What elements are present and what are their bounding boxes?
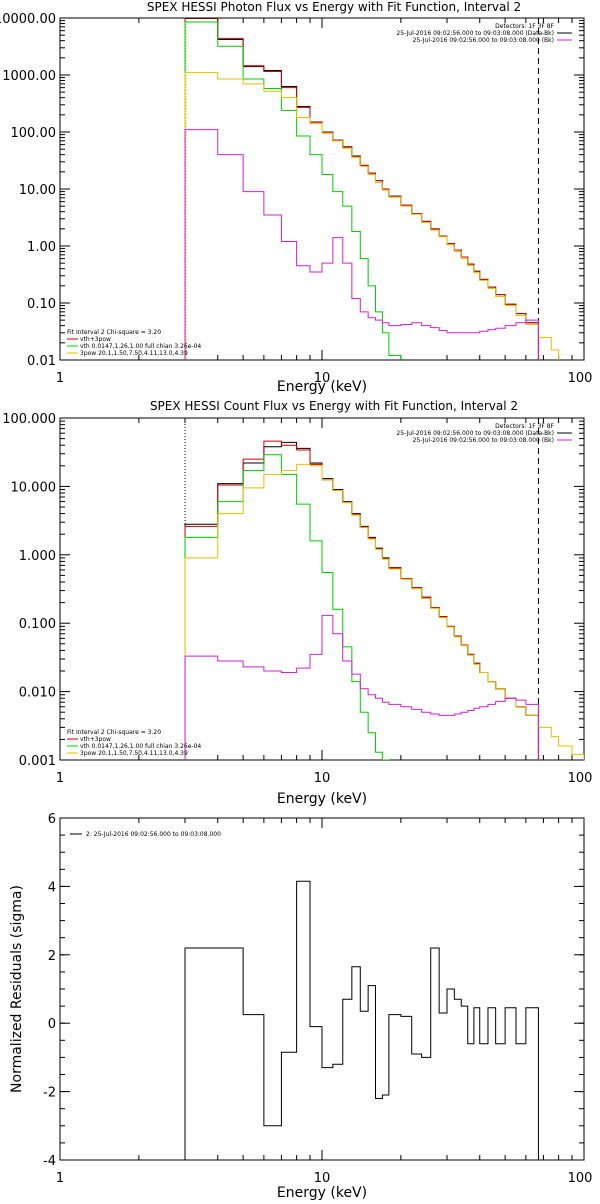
chart-2: 1 10 100 100.000 10.000 1.000 0.100 0.010 0.001 S… [2,399,592,807]
y-tick-label: 100.00 [11,126,57,141]
y-tick-label: 1.000 [19,549,56,564]
x-tick-label: 10 [314,1171,331,1186]
legend-entry: vth+3pow [80,736,111,743]
legend-entry: vth+3pow [80,336,111,343]
y-tick-label: 0 [48,1017,56,1032]
series-4-step-line [184,463,584,760]
y-tick-label: 0.001 [19,754,56,769]
series-group [184,18,560,360]
y-tick-label: 0.010 [19,686,56,701]
x-tick-label: 1 [56,1171,64,1186]
series-3-step-line [184,454,390,760]
x-tick-label: 10 [314,371,331,386]
y-tick-label: 100.000 [2,412,56,427]
y-tick-label: 10.000 [11,480,57,495]
chart-1: 1 10 100 10000.00 1000.00 100.00 10.00 1.00 0.10… [0,0,592,395]
legend-entry: 3pow 20.1,1.50,7.50,4.11,13.0,4.39 [80,350,188,357]
legend-entry: Detectors: 1F 3F 8F [495,23,554,30]
y-tick-label: -2 [43,1086,56,1101]
legend-entry: 25-Jul-2016 09:02:56.000 to 09:03:08.000… [396,430,554,437]
legend-entry: Fit Interval 2 Chi-square = 3.20 [67,729,161,736]
x-axis-label: Energy (keV) [277,791,367,807]
legend-entry: vth 0.0147,1.26,1.00 full chian 3.26e-04 [80,743,201,750]
y-tick-label: 2 [48,949,56,964]
x-axis-label: Energy (keV) [277,1185,367,1200]
y-tick-label: 0.100 [19,617,56,632]
chart-title: SPEX HESSI Count Flux vs Energy with Fit… [150,399,518,413]
series-4-step-line [184,72,560,360]
y-axis-label: Normalized Residuals (sigma) [9,885,25,1093]
series-group [184,880,539,1160]
chart-title: SPEX HESSI Photon Flux vs Energy with Fi… [147,0,521,14]
legend-entry: vth 0.0147,1.26,1.00 full chian 3.26e-04 [80,343,201,350]
x-tick-label: 10 [314,771,331,786]
legend-entry: 25-Jul-2016 09:02:56.000 to 09:03:08.000… [413,37,554,44]
x-tick-label: 100 [568,371,593,386]
legend-entry: 2: 25-Jul-2016 09:02:56.000 to 09:03:08.… [86,831,221,838]
y-tick-label: 0.01 [27,354,56,369]
y-tick-label: 10.00 [19,183,56,198]
y-tick-label: 4 [48,880,56,895]
series-5-step-line [184,129,539,360]
legend-entry: Detectors: 1F 3F 8F [495,423,554,430]
x-tick-label: 1 [56,371,64,386]
series-group [184,440,584,760]
legend-entry: 25-Jul-2016 09:02:56.000 to 09:03:08.000… [413,437,554,444]
chart-3: 1 10 100 6 4 2 0 -2 -4 Energy (keV) Normalized Res… [9,812,593,1201]
legend-entry: 25-Jul-2016 09:02:56.000 to 09:03:08.000… [396,30,554,37]
series-3-step-line [184,21,402,360]
x-axis-label: Energy (keV) [277,379,367,395]
x-tick-label: 100 [568,771,593,786]
y-tick-label: 1.00 [27,240,56,255]
legend-entry: 3pow 20.1,1.50,7.50,4.11,13.0,4.39 [80,750,188,757]
series-5-step-line [184,614,539,760]
y-tick-label: 0.10 [27,297,56,312]
x-tick-label: 100 [568,1171,593,1186]
y-tick-label: 6 [48,812,56,827]
y-tick-label: -4 [43,1154,56,1169]
series-1-step-line [184,880,539,1160]
x-tick-label: 1 [56,771,64,786]
y-tick-label: 10000.00 [0,12,56,27]
legend-entry: Fit Interval 2 Chi-square = 3.20 [67,329,161,336]
y-tick-label: 1000.00 [2,69,56,84]
